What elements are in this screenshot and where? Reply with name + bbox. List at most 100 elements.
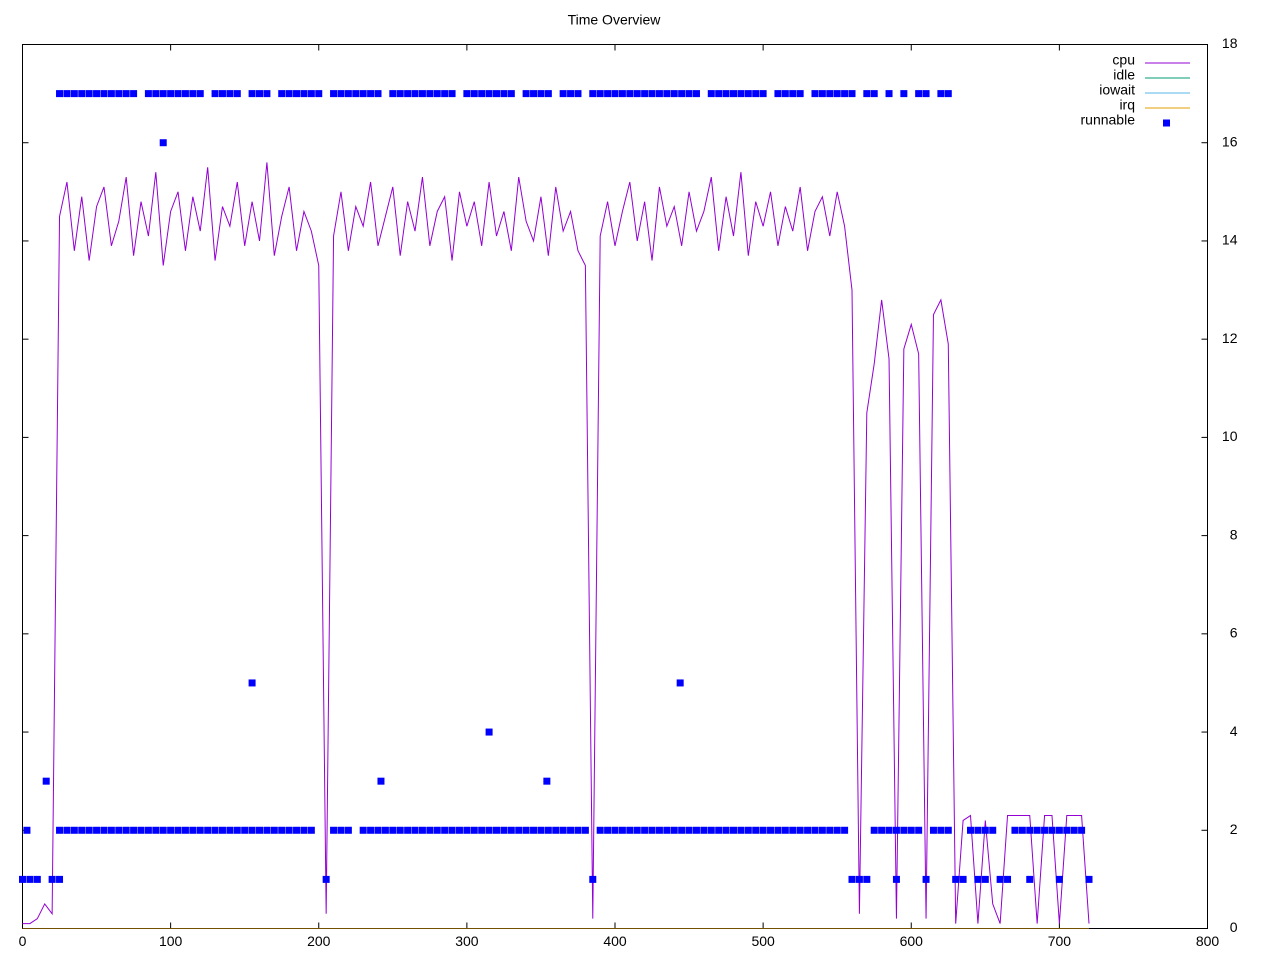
runnable-point: [759, 90, 767, 98]
y-tick-label: 10: [1222, 428, 1238, 444]
runnable-point: [478, 826, 486, 834]
runnable-point: [767, 826, 775, 834]
runnable-point: [441, 826, 449, 834]
runnable-point: [433, 90, 441, 98]
runnable-point: [130, 826, 138, 834]
runnable-point: [1004, 875, 1012, 883]
runnable-point: [878, 826, 886, 834]
runnable-point: [655, 90, 663, 98]
runnable-point: [707, 826, 715, 834]
runnable-point: [589, 875, 597, 883]
runnable-point: [676, 679, 684, 687]
runnable-point: [300, 90, 308, 98]
runnable-point: [56, 826, 64, 834]
runnable-point: [248, 826, 256, 834]
runnable-point: [752, 826, 760, 834]
runnable-point: [78, 826, 86, 834]
runnable-point: [848, 875, 856, 883]
runnable-point: [641, 90, 649, 98]
runnable-point: [559, 90, 567, 98]
runnable-point: [426, 826, 434, 834]
runnable-point: [567, 90, 575, 98]
runnable-point: [537, 90, 545, 98]
runnable-point: [85, 90, 93, 98]
runnable-point: [1018, 826, 1026, 834]
runnable-point: [781, 826, 789, 834]
runnable-point: [389, 826, 397, 834]
runnable-point: [159, 139, 167, 147]
runnable-point: [841, 90, 849, 98]
runnable-point: [900, 90, 908, 98]
runnable-point: [1048, 826, 1056, 834]
runnable-point: [929, 826, 937, 834]
runnable-point: [56, 875, 64, 883]
runnable-point: [256, 90, 263, 98]
runnable-point: [159, 90, 167, 98]
runnable-point: [315, 90, 323, 98]
runnable-point: [730, 826, 737, 834]
runnable-point: [285, 90, 293, 98]
runnable-point: [196, 826, 204, 834]
runnable-point: [418, 90, 426, 98]
runnable-point: [974, 826, 982, 834]
runnable-point: [174, 90, 182, 98]
y-tick-label: 18: [1222, 35, 1238, 51]
runnable-point: [448, 90, 456, 98]
runnable-point: [611, 90, 619, 98]
runnable-point: [952, 875, 960, 883]
runnable-point: [574, 826, 582, 834]
runnable-point: [530, 90, 538, 98]
runnable-point: [907, 826, 915, 834]
runnable-point: [937, 826, 945, 834]
runnable-point: [493, 90, 500, 98]
runnable-point: [181, 826, 189, 834]
runnable-point: [174, 826, 182, 834]
runnable-point: [870, 826, 878, 834]
runnable-point: [1085, 875, 1093, 883]
runnable-point: [377, 777, 385, 785]
runnable-point: [885, 826, 893, 834]
runnable-point: [263, 90, 271, 98]
runnable-point: [774, 826, 782, 834]
runnable-point: [485, 90, 493, 98]
runnable-point: [685, 826, 693, 834]
runnable-point: [270, 826, 278, 834]
runnable-point: [204, 826, 212, 834]
runnable-point: [448, 826, 456, 834]
runnable-point: [670, 90, 678, 98]
runnable-point: [307, 826, 315, 834]
runnable-point: [655, 826, 663, 834]
runnable-point: [130, 90, 138, 98]
runnable-point: [1055, 875, 1063, 883]
x-tick-label: 400: [603, 933, 627, 949]
runnable-point: [411, 90, 419, 98]
runnable-point: [100, 826, 108, 834]
runnable-point: [337, 826, 345, 834]
runnable-point: [633, 826, 641, 834]
y-tick-label: 8: [1230, 526, 1238, 542]
runnable-point: [241, 826, 249, 834]
runnable-point: [411, 826, 419, 834]
cpu-line: [22, 162, 1090, 925]
runnable-point: [848, 90, 856, 98]
runnable-point: [759, 826, 767, 834]
runnable-point: [855, 875, 863, 883]
y-tick-label: 0: [1230, 919, 1238, 935]
runnable-point: [574, 90, 582, 98]
runnable-point: [404, 826, 412, 834]
runnable-point: [167, 90, 175, 98]
runnable-point: [648, 90, 656, 98]
runnable-point: [715, 90, 723, 98]
runnable-point: [692, 90, 700, 98]
runnable-point: [648, 826, 656, 834]
runnable-point: [278, 826, 286, 834]
runnable-point: [1041, 826, 1049, 834]
runnable-point: [485, 728, 493, 736]
y-tick-label: 6: [1230, 625, 1238, 641]
runnable-point: [678, 826, 686, 834]
runnable-point: [715, 826, 723, 834]
runnable-point: [544, 826, 552, 834]
runnable-point: [685, 90, 693, 98]
runnable-point: [152, 826, 160, 834]
